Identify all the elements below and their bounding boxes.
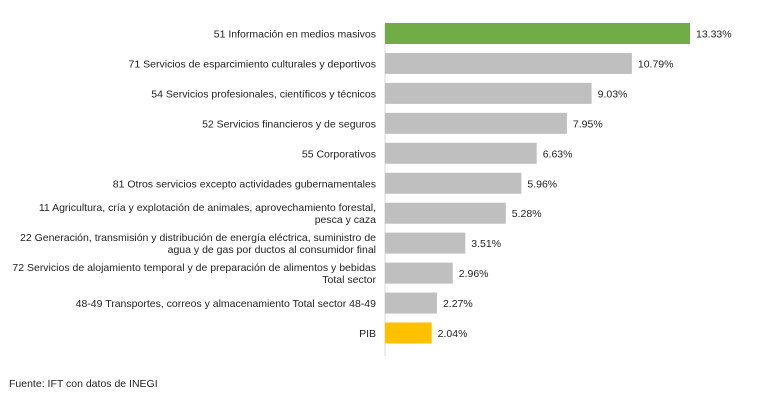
value-label: 5.96% — [527, 178, 557, 190]
bars-group: 13.33% 51 Información en medios masivos 10… — [12, 23, 732, 344]
category-label: 48-49 Transportes, correos y almacenamie… — [76, 298, 377, 310]
bar — [385, 262, 453, 284]
bar — [385, 172, 522, 194]
bar — [385, 142, 537, 164]
category-label: 22 Generación, transmisión y distribució… — [20, 232, 376, 244]
category-label: PIB — [359, 328, 376, 340]
value-label: 2.27% — [443, 298, 473, 310]
category-label: 72 Servicios de alojamiento temporal y d… — [12, 262, 376, 274]
category-label: Total sector — [322, 274, 376, 286]
value-label: 13.33% — [696, 29, 732, 41]
category-label: 52 Servicios financieros y de seguros — [202, 118, 376, 130]
value-label: 7.95% — [573, 118, 603, 130]
bar — [385, 202, 506, 224]
category-label: 81 Otros servicios excepto actividades g… — [113, 178, 376, 190]
source-note: Fuente: IFT con datos de INEGI — [9, 378, 158, 390]
value-label: 2.96% — [459, 268, 489, 280]
category-label: 71 Servicios de esparcimiento culturales… — [129, 58, 376, 70]
value-label: 5.28% — [512, 208, 542, 220]
value-label: 6.63% — [543, 148, 573, 160]
value-label: 3.51% — [471, 238, 501, 250]
value-label: 2.04% — [438, 328, 468, 340]
value-label: 9.03% — [598, 88, 628, 100]
bar — [385, 112, 567, 134]
category-label: pesca y caza — [315, 214, 376, 226]
bar — [385, 82, 592, 104]
category-label: 55 Corporativos — [302, 148, 376, 160]
bar — [385, 23, 690, 44]
category-label: 51 Información en medios masivos — [214, 29, 376, 41]
bar — [385, 232, 466, 254]
bar — [385, 322, 432, 344]
category-label: 54 Servicios profesionales, científicos … — [151, 88, 376, 100]
bar — [385, 52, 632, 74]
category-label: agua y de gas por ductos al consumidor f… — [168, 244, 376, 256]
bar — [385, 292, 437, 314]
category-label: 11 Agricultura, cría y explotación de an… — [39, 202, 376, 214]
value-label: 10.79% — [638, 58, 674, 70]
